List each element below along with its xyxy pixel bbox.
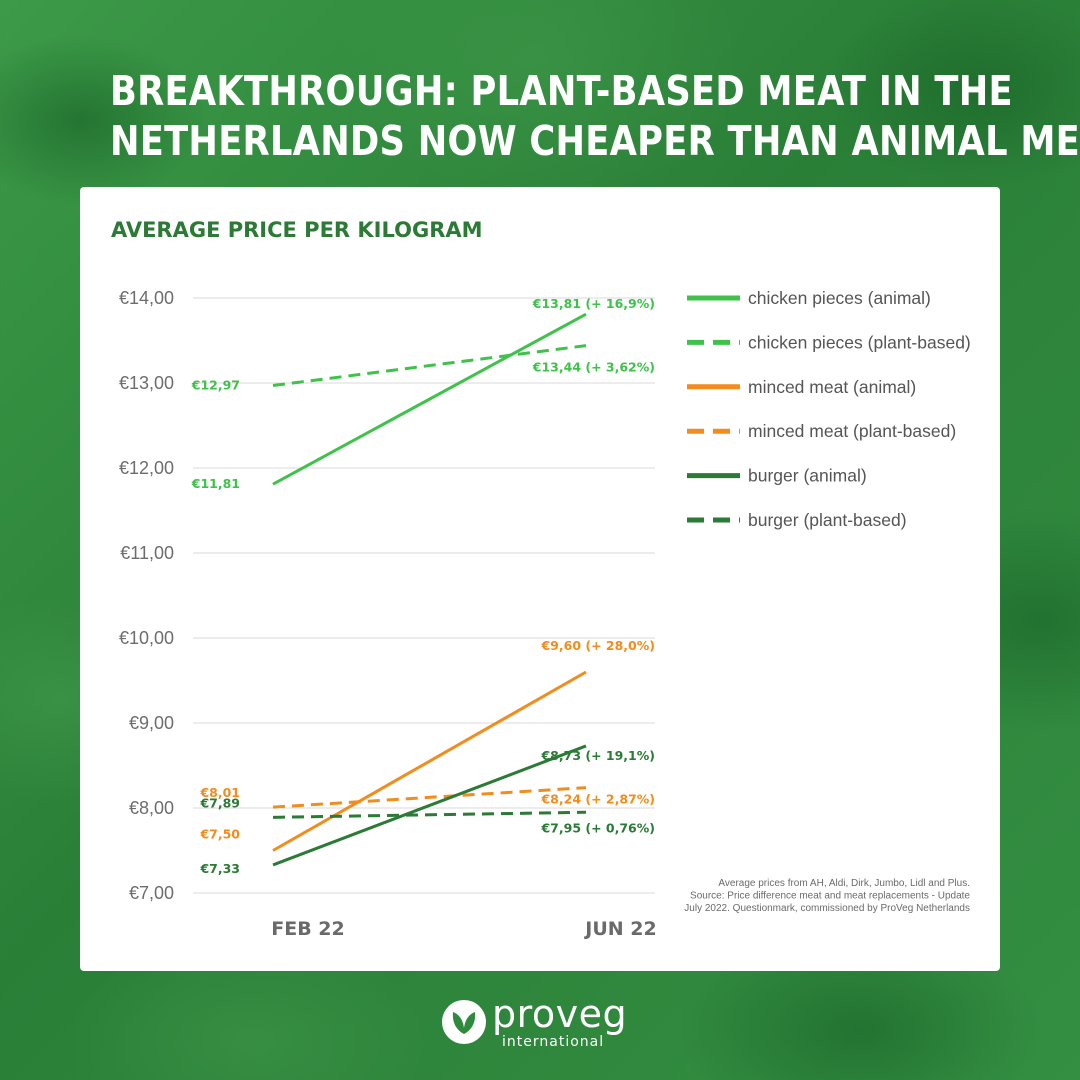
logo-wordmark: proveg [492, 992, 628, 1036]
data-label: €7,33 [199, 861, 240, 876]
data-label: €7,95 (+ 0,76%) [540, 820, 655, 835]
series-line [272, 670, 587, 852]
x-tick-label: JUN 22 [583, 918, 656, 940]
grid [193, 297, 655, 894]
price-chart: AVERAGE PRICE PER KILOGRAM €7,00 €8,00 €9,… [111, 218, 971, 940]
series-lines [272, 312, 587, 867]
y-tick-label: €9,00 [129, 713, 174, 733]
x-tick-label: FEB 22 [271, 918, 345, 940]
data-label: €12,97 [191, 378, 240, 393]
data-label: €8,01 [199, 785, 240, 800]
x-axis: FEB 22 JUN 22 [271, 918, 656, 940]
y-tick-label: €10,00 [119, 628, 174, 648]
legend-label: chicken pieces (animal) [748, 288, 931, 308]
series-line [272, 810, 587, 819]
chart-card: AVERAGE PRICE PER KILOGRAM €7,00 €8,00 €9,… [80, 187, 1000, 971]
legend-label: burger (plant-based) [748, 510, 907, 530]
series-line [272, 744, 587, 867]
y-tick-label: €8,00 [129, 798, 174, 818]
source-line: July 2022. Questionmark, commissioned by… [684, 903, 970, 914]
source-line: Average prices from AH, Aldi, Dirk, Jumb… [718, 878, 970, 889]
y-tick-label: €13,00 [119, 373, 174, 393]
data-label: €11,81 [191, 476, 240, 491]
y-tick-label: €11,00 [120, 543, 174, 563]
chart-title: AVERAGE PRICE PER KILOGRAM [111, 218, 483, 242]
data-label: €13,44 (+ 3,62%) [532, 360, 655, 375]
series-line [272, 786, 587, 809]
y-tick-label: €12,00 [119, 458, 174, 478]
legend: chicken pieces (animal) chicken pieces (p… [687, 288, 971, 530]
headline: BREAKTHROUGH: PLANT-BASED MEAT IN THE NE… [110, 66, 1080, 166]
source-note: Average prices from AH, Aldi, Dirk, Jumb… [684, 878, 970, 914]
series-line [272, 312, 587, 486]
headline-line-1: BREAKTHROUGH: PLANT-BASED MEAT IN THE [110, 67, 1013, 115]
y-tick-label: €14,00 [119, 288, 174, 308]
logo-subtitle: international [502, 1034, 605, 1050]
leaf-icon [442, 1000, 486, 1044]
y-axis: €7,00 €8,00 €9,00 €10,00 €11,00 €12,00 €13,00 €… [119, 288, 174, 903]
legend-label: chicken pieces (plant-based) [748, 332, 971, 352]
proveg-logo: proveg international [440, 992, 640, 1054]
series-line [272, 344, 587, 388]
legend-label: burger (animal) [748, 466, 867, 486]
data-label: €8,24 (+ 2,87%) [540, 792, 655, 807]
headline-line-2: NETHERLANDS NOW CHEAPER THAN ANIMAL MEAT [110, 117, 1080, 165]
data-label: €8,73 (+ 19,1%) [540, 748, 655, 763]
legend-label: minced meat (animal) [748, 377, 916, 397]
data-labels: €11,81 €13,81 (+ 16,9%) €12,97 €13,44 (+ 3,… [191, 296, 655, 876]
data-label: €9,60 (+ 28,0%) [540, 638, 655, 653]
source-line: Source: Price difference meat and meat r… [690, 891, 970, 902]
legend-label: minced meat (plant-based) [748, 421, 956, 441]
data-label: €13,81 (+ 16,9%) [532, 296, 655, 311]
data-label: €7,89 [199, 795, 240, 810]
y-tick-label: €7,00 [129, 883, 174, 903]
data-label: €7,50 [199, 827, 240, 842]
